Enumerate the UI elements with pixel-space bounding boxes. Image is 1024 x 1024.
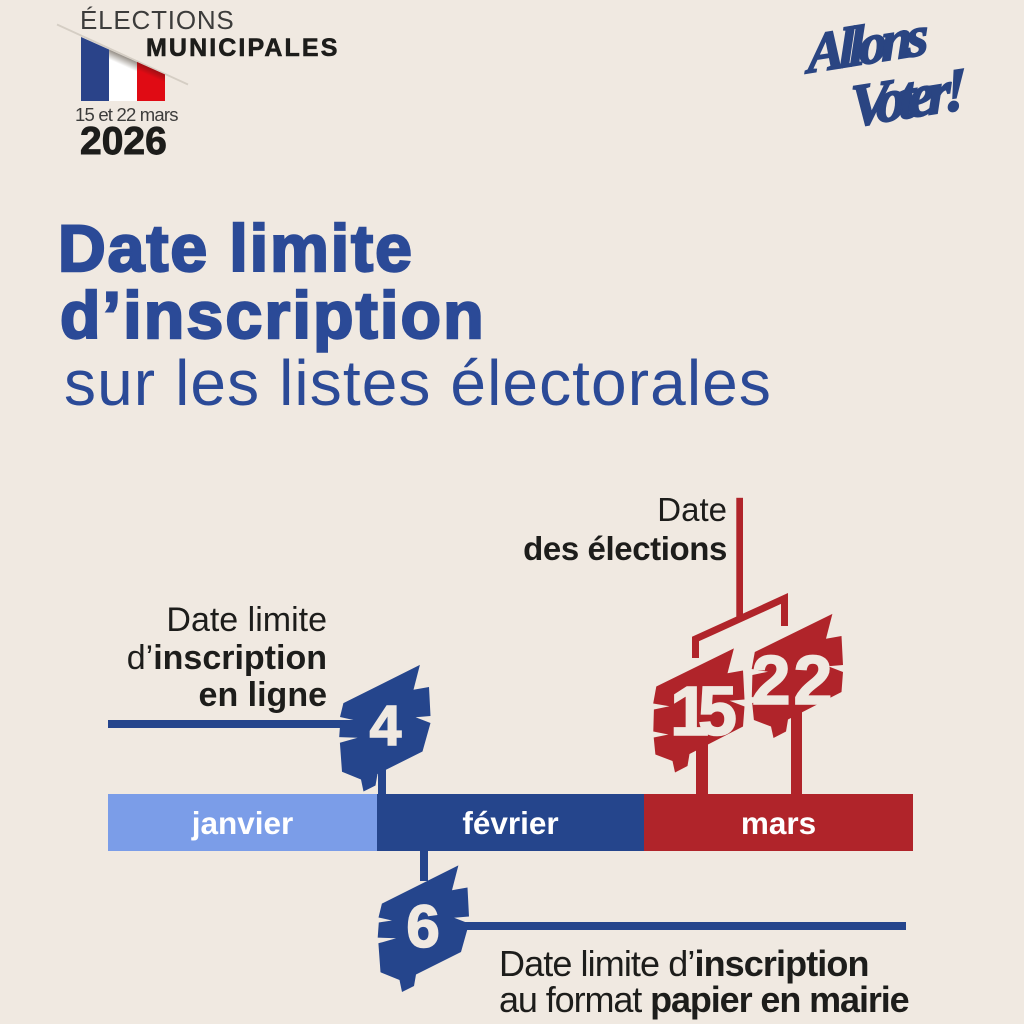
svg-text:15: 15 (670, 672, 735, 750)
svg-text:4: 4 (370, 694, 402, 758)
svg-text:6: 6 (406, 893, 439, 960)
svg-text:Voter!: Voter! (850, 55, 968, 141)
svg-text:22: 22 (752, 641, 836, 719)
